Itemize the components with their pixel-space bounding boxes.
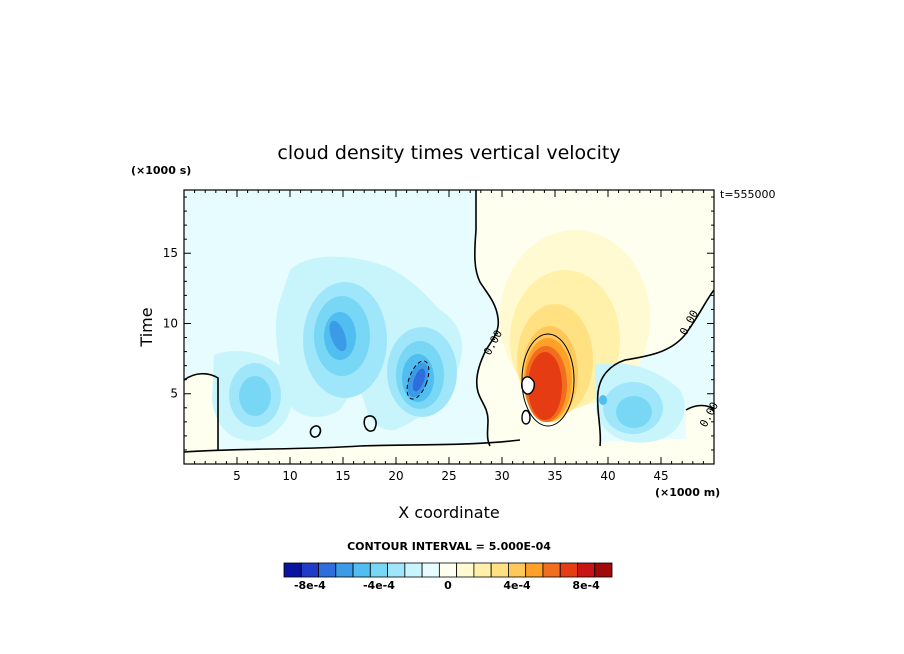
colorbar-swatch <box>490 562 509 578</box>
colorbar-swatch <box>335 562 354 578</box>
colorbar-swatch <box>559 562 578 578</box>
colorbar-tick-label: 4e-4 <box>503 579 531 592</box>
colorbar-swatch <box>404 562 423 578</box>
colorbar-tick-label: -8e-4 <box>294 579 326 592</box>
colorbar-swatch <box>300 562 319 578</box>
negative-contours <box>406 360 430 400</box>
x-tick-label: 25 <box>441 469 456 483</box>
axis-ticks: 5 10 15 20 25 30 35 40 45 5 10 15 <box>163 190 714 483</box>
colorbar-swatch <box>369 562 388 578</box>
colorbar-swatch <box>387 562 406 578</box>
y-scale-label: (×1000 s) <box>131 164 191 177</box>
colorbar-swatch <box>352 562 371 578</box>
colorbar-swatch <box>508 562 527 578</box>
neg-level-6b <box>412 368 426 392</box>
x-tick-label: 10 <box>282 469 297 483</box>
colorbar-swatch <box>473 562 492 578</box>
x-axis-label: X coordinate <box>398 503 499 522</box>
colorbar-swatch <box>594 562 613 578</box>
y-tick-label: 15 <box>163 246 178 260</box>
colorbar-swatch <box>456 562 475 578</box>
colorbar-tick-label: 0 <box>444 579 452 592</box>
colorbar-swatch <box>525 562 544 578</box>
y-axis-label: Time <box>137 307 156 347</box>
colorbar-swatch <box>542 562 561 578</box>
time-stamp: t=555000 <box>720 188 776 201</box>
neg-level-5a <box>329 320 347 352</box>
x-tick-label: 30 <box>494 469 509 483</box>
positive-region-right <box>686 405 714 445</box>
positive-contours <box>520 333 575 427</box>
positive-region-left <box>184 373 218 464</box>
colorbar-swatch <box>283 562 302 578</box>
colorbar-tick-label: 8e-4 <box>572 579 600 592</box>
plot-area <box>184 190 714 464</box>
neg-level-4c <box>599 395 607 405</box>
pos-peak-white-2 <box>522 410 530 424</box>
x-tick-label: 5 <box>233 469 241 483</box>
pos-level-7 <box>528 352 562 420</box>
pos-peak-white <box>521 376 535 395</box>
x-tick-label: 35 <box>547 469 562 483</box>
contour-interval: CONTOUR INTERVAL = 5.000E-04 <box>347 540 551 553</box>
x-tick-label: 40 <box>600 469 615 483</box>
colorbar-tick-label: -4e-4 <box>363 579 395 592</box>
colorbar: -8e-4 -4e-4 0 4e-4 8e-4 <box>283 562 613 592</box>
zero-contours <box>184 190 714 453</box>
colorbar-swatch <box>421 562 440 578</box>
colorbar-swatch <box>577 562 596 578</box>
neg-level-3c <box>239 376 271 416</box>
x-tick-label: 45 <box>653 469 668 483</box>
x-tick-label: 20 <box>388 469 403 483</box>
x-tick-label: 15 <box>335 469 350 483</box>
chart-title: cloud density times vertical velocity <box>277 142 620 164</box>
colorbar-swatch <box>438 562 458 578</box>
colorbar-swatch <box>318 562 337 578</box>
y-tick-label: 5 <box>170 387 178 401</box>
y-tick-label: 10 <box>163 316 178 330</box>
neg-level-3d <box>616 396 652 428</box>
x-scale-label: (×1000 m) <box>655 486 720 499</box>
positive-region-bottom <box>184 439 714 464</box>
